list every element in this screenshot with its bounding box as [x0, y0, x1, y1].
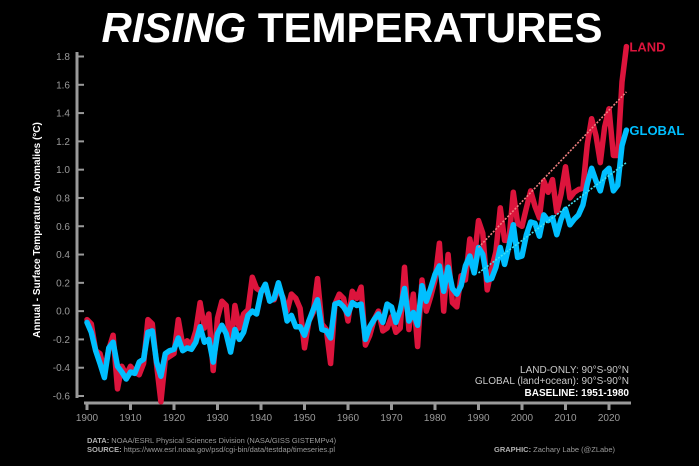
global-trend-line	[478, 161, 627, 274]
y-tick-label: 1.8	[56, 52, 70, 63]
x-tick-label: 2010	[554, 413, 577, 424]
x-tick-label: 1930	[206, 413, 229, 424]
source-credit: SOURCE: https://www.esrl.noaa.gov/psd/cg…	[87, 445, 335, 454]
title-emphasis: RISING	[102, 4, 247, 51]
source-credit-label: SOURCE:	[87, 445, 122, 454]
y-tick-label: 1.4	[56, 109, 70, 120]
y-tick-label: 0.8	[56, 193, 70, 204]
data-credit-text: NOAA/ESRL Physical Sciences Division (NA…	[109, 436, 336, 445]
x-tick-label: 1920	[163, 413, 186, 424]
x-tick-label: 1980	[424, 413, 447, 424]
data-credit: DATA: NOAA/ESRL Physical Sciences Divisi…	[87, 436, 337, 445]
x-tick-label: 1970	[380, 413, 403, 424]
x-tick-label: 1990	[467, 413, 490, 424]
land-trend-line	[477, 91, 627, 249]
y-tick-label: 1.6	[56, 80, 70, 91]
data-credit-label: DATA:	[87, 436, 109, 445]
x-tick-label: 1940	[250, 413, 273, 424]
x-tick-label: 2000	[511, 413, 534, 424]
y-tick-label: 1.2	[56, 137, 70, 148]
y-tick-label: 0.6	[56, 222, 70, 233]
global-note: GLOBAL (land+ocean): 90°S-90°N	[475, 376, 629, 387]
graphic-credit-label: GRAPHIC:	[494, 445, 531, 454]
land-series-label: LAND	[629, 40, 665, 55]
land-only-note: LAND-ONLY: 90°S-90°N	[520, 365, 629, 376]
y-tick-label: -0.6	[53, 392, 71, 403]
x-tick-label: 1950	[293, 413, 316, 424]
y-tick-label: 1.0	[56, 165, 70, 176]
chart-title: RISING TEMPERATURES	[102, 4, 603, 51]
x-tick-label: 1960	[337, 413, 360, 424]
baseline-note: BASELINE: 1951-1980	[525, 388, 630, 399]
land-series-line	[84, 43, 630, 405]
x-tick-label: 1900	[76, 413, 99, 424]
y-tick-label: 0.2	[56, 278, 70, 289]
y-axis-label: Annual - Surface Temperature Anomalies (…	[32, 122, 43, 338]
x-tick-label: 1910	[119, 413, 142, 424]
y-tick-label: 0.0	[56, 307, 70, 318]
graphic-credit: GRAPHIC: Zachary Labe (@ZLabe)	[494, 445, 615, 454]
x-tick-label: 2020	[598, 413, 621, 424]
y-tick-label: -0.4	[53, 363, 71, 374]
source-credit-text: https://www.esrl.noaa.gov/psd/cgi-bin/da…	[122, 445, 336, 454]
global-series-line	[84, 127, 630, 382]
graphic-credit-text: Zachary Labe (@ZLabe)	[531, 445, 615, 454]
y-tick-label: 0.4	[56, 250, 70, 261]
global-series-label: GLOBAL	[629, 123, 684, 138]
y-tick-label: -0.2	[53, 335, 71, 346]
title-rest: TEMPERATURES	[246, 4, 602, 51]
